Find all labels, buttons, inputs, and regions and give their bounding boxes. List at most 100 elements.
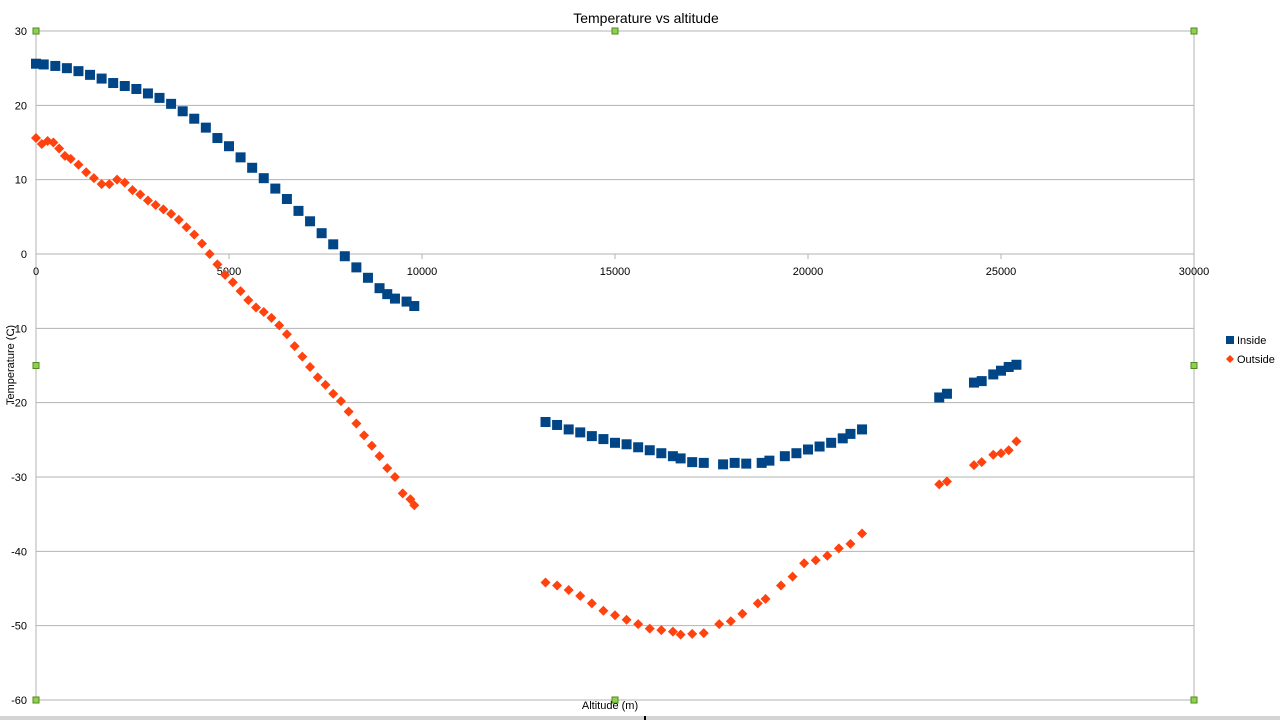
point-outside bbox=[810, 555, 821, 566]
point-outside bbox=[787, 571, 798, 582]
point-outside bbox=[775, 580, 786, 591]
point-outside bbox=[845, 538, 856, 549]
point-inside bbox=[382, 289, 393, 300]
point-inside bbox=[339, 251, 350, 262]
point-inside bbox=[142, 88, 153, 99]
legend-label-outside: Outside bbox=[1237, 354, 1275, 366]
point-inside bbox=[293, 205, 304, 216]
point-inside bbox=[621, 439, 632, 450]
point-outside bbox=[104, 179, 115, 190]
y-tick-label: 0 bbox=[21, 249, 27, 261]
point-inside bbox=[247, 162, 258, 173]
point-inside bbox=[779, 451, 790, 462]
point-inside bbox=[934, 392, 945, 403]
x-tick-label: 25000 bbox=[986, 266, 1017, 278]
point-inside bbox=[687, 457, 698, 468]
point-inside bbox=[814, 441, 825, 452]
point-outside bbox=[54, 143, 65, 154]
point-outside bbox=[633, 619, 644, 630]
selection-handles[interactable] bbox=[32, 27, 1198, 704]
point-outside bbox=[158, 204, 169, 215]
point-inside bbox=[803, 444, 813, 455]
point-outside bbox=[822, 550, 833, 561]
legend-marker-outside bbox=[1226, 355, 1234, 363]
point-outside bbox=[31, 133, 41, 144]
y-tick-label: -30 bbox=[11, 472, 27, 484]
resize-handle[interactable] bbox=[611, 696, 619, 704]
point-inside bbox=[563, 424, 574, 435]
point-inside bbox=[976, 376, 987, 387]
point-outside bbox=[119, 177, 130, 188]
point-outside bbox=[88, 173, 99, 184]
point-outside bbox=[189, 229, 200, 240]
point-outside bbox=[799, 558, 810, 569]
resize-handle[interactable] bbox=[32, 696, 40, 704]
point-inside bbox=[258, 173, 269, 184]
point-inside bbox=[224, 141, 234, 152]
point-outside bbox=[142, 195, 153, 206]
point-inside bbox=[675, 453, 686, 464]
point-outside bbox=[675, 629, 686, 640]
point-inside bbox=[409, 301, 420, 312]
scroll-position-marker[interactable] bbox=[644, 716, 646, 720]
point-inside bbox=[764, 455, 775, 466]
point-outside bbox=[297, 351, 308, 362]
point-outside bbox=[996, 448, 1006, 459]
resize-handle[interactable] bbox=[32, 27, 40, 35]
point-inside bbox=[667, 451, 678, 462]
point-inside bbox=[656, 448, 667, 459]
point-outside bbox=[289, 341, 300, 352]
point-outside bbox=[1011, 436, 1022, 447]
point-inside bbox=[756, 457, 767, 468]
point-outside bbox=[258, 306, 269, 317]
point-outside bbox=[1003, 445, 1014, 456]
resize-handle[interactable] bbox=[1190, 27, 1198, 35]
point-outside bbox=[644, 623, 655, 634]
resize-handle[interactable] bbox=[611, 27, 619, 35]
x-tick-label: 5000 bbox=[217, 266, 241, 278]
point-inside bbox=[73, 66, 84, 77]
point-inside bbox=[166, 98, 177, 109]
bottom-scrollbar[interactable] bbox=[0, 716, 1280, 720]
y-tick-label: 20 bbox=[15, 100, 27, 112]
point-outside bbox=[112, 174, 123, 185]
point-outside bbox=[235, 286, 246, 297]
point-inside bbox=[154, 92, 165, 103]
point-inside bbox=[610, 437, 620, 448]
point-outside bbox=[540, 577, 551, 588]
point-outside bbox=[968, 460, 979, 471]
data-points bbox=[31, 58, 1022, 640]
resize-handle[interactable] bbox=[1190, 696, 1198, 704]
resize-handle[interactable] bbox=[32, 362, 40, 369]
point-outside bbox=[196, 238, 207, 249]
point-outside bbox=[305, 361, 316, 372]
x-tick-label: 10000 bbox=[407, 266, 438, 278]
point-outside bbox=[934, 479, 945, 490]
point-outside bbox=[243, 295, 254, 306]
point-outside bbox=[73, 159, 84, 170]
point-outside bbox=[988, 449, 999, 460]
point-outside bbox=[976, 457, 987, 468]
point-inside bbox=[968, 377, 979, 388]
y-axis-label: Temperature (C) bbox=[5, 325, 17, 405]
legend: Inside Outside bbox=[1226, 335, 1275, 366]
point-outside bbox=[941, 476, 952, 487]
point-outside bbox=[397, 488, 408, 499]
point-outside bbox=[737, 608, 748, 619]
x-tick-label: 20000 bbox=[793, 266, 824, 278]
point-inside bbox=[988, 369, 999, 380]
resize-handle[interactable] bbox=[1190, 362, 1198, 369]
y-tick-label: 10 bbox=[15, 175, 27, 187]
point-inside bbox=[50, 60, 61, 71]
point-outside bbox=[833, 543, 844, 554]
point-outside bbox=[656, 625, 667, 636]
point-outside bbox=[127, 185, 138, 196]
chart-title: Temperature vs altitude bbox=[573, 10, 719, 26]
point-inside bbox=[401, 296, 412, 307]
point-outside bbox=[725, 616, 736, 627]
point-inside bbox=[389, 293, 400, 304]
point-inside bbox=[131, 83, 142, 94]
point-outside bbox=[687, 628, 698, 639]
point-outside bbox=[81, 167, 92, 178]
